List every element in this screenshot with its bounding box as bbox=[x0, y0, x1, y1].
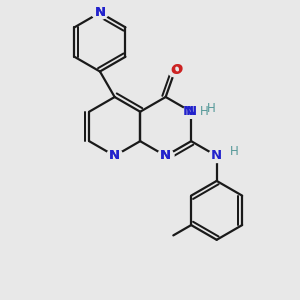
Text: N: N bbox=[109, 149, 120, 162]
Text: H: H bbox=[200, 105, 209, 118]
Ellipse shape bbox=[158, 149, 174, 163]
Text: N: N bbox=[160, 149, 171, 162]
Ellipse shape bbox=[158, 149, 174, 163]
Ellipse shape bbox=[169, 62, 185, 76]
Text: O: O bbox=[172, 62, 183, 76]
Ellipse shape bbox=[208, 149, 225, 163]
Ellipse shape bbox=[92, 6, 108, 19]
Text: N: N bbox=[186, 105, 197, 118]
Text: H: H bbox=[207, 102, 216, 115]
Text: N: N bbox=[211, 149, 222, 162]
Text: N: N bbox=[109, 149, 120, 162]
Text: H: H bbox=[230, 145, 239, 158]
Text: O: O bbox=[170, 64, 182, 77]
Ellipse shape bbox=[106, 149, 123, 163]
Text: N: N bbox=[94, 6, 106, 19]
Text: N: N bbox=[94, 6, 106, 19]
Ellipse shape bbox=[106, 149, 123, 163]
Ellipse shape bbox=[188, 105, 204, 118]
Ellipse shape bbox=[168, 64, 184, 77]
Text: N: N bbox=[183, 105, 194, 118]
Text: N: N bbox=[160, 149, 171, 162]
Ellipse shape bbox=[183, 105, 199, 118]
Ellipse shape bbox=[92, 6, 108, 19]
